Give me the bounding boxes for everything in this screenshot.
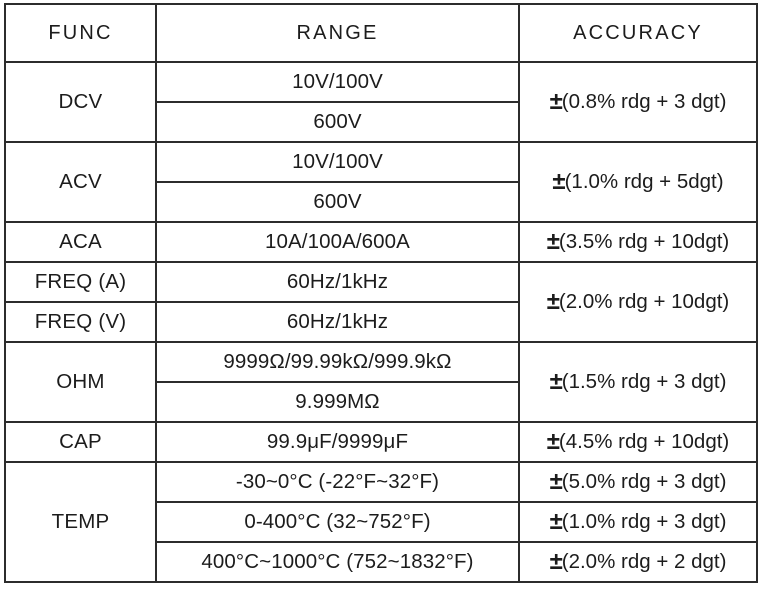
specification-table: FUNC RANGE ACCURACY DCV 10V/100V ±(0.8% … [4,3,758,583]
accuracy-cell: ±(3.5% rdg + 10dgt) [518,221,758,263]
table-row: ACV 10V/100V ±(1.0% rdg + 5dgt) [4,141,758,223]
plus-minus-icon: ± [546,228,560,255]
func-cell-cap: CAP [4,421,157,463]
table-row: ACA 10A/100A/600A ±(3.5% rdg + 10dgt) [4,221,758,263]
accuracy-value: (2.0% rdg + 10dgt) [558,290,730,313]
plus-minus-icon: ± [549,548,563,575]
plus-minus-icon: ± [549,368,563,395]
accuracy-value: (0.8% rdg + 3 dgt) [561,90,727,113]
accuracy-cell: ±(5.0% rdg + 3 dgt) [518,461,758,503]
accuracy-value: (4.5% rdg + 10dgt) [558,430,730,453]
table-row: CAP 99.9μF/9999μF ±(4.5% rdg + 10dgt) [4,421,758,463]
plus-minus-icon: ± [546,288,560,315]
table-row: 400°C~1000°C (752~1832°F) ±(2.0% rdg + 2… [5,541,758,583]
accuracy-cell: ±(1.5% rdg + 3 dgt) [518,341,758,423]
table-row: 600V [5,181,757,223]
accuracy-cell: ±(2.0% rdg + 10dgt) [518,261,758,343]
func-cell-acv: ACV [4,141,157,223]
range-cell: 9999Ω/99.99kΩ/999.9kΩ [155,341,520,383]
accuracy-value: (1.5% rdg + 3 dgt) [561,370,727,393]
range-cell: -30~0°C (-22°F~32°F) [155,461,520,503]
table-row: TEMP -30~0°C (-22°F~32°F) ±(5.0% rdg + 3… [4,461,758,583]
table-row: 0-400°C (32~752°F) ±(1.0% rdg + 3 dgt) [5,501,758,543]
accuracy-value: (1.0% rdg + 5dgt) [564,170,724,193]
header-row: FUNC RANGE ACCURACY [4,3,758,63]
table-row: DCV 10V/100V ±(0.8% rdg + 3 dgt) [4,61,758,143]
column-header-func: FUNC [4,3,157,63]
range-cell: 600V [155,101,520,143]
plus-minus-icon: ± [549,88,563,115]
accuracy-cell: ±(1.0% rdg + 3 dgt) [518,501,758,543]
table-row: 600V [5,101,757,143]
accuracy-value: (2.0% rdg + 2 dgt) [561,550,727,573]
table-header: FUNC RANGE ACCURACY [4,3,758,63]
accuracy-value: (3.5% rdg + 10dgt) [558,230,730,253]
range-cell: 10A/100A/600A [155,221,520,263]
accuracy-value: (5.0% rdg + 3 dgt) [561,470,727,493]
plus-minus-icon: ± [549,468,563,495]
range-cell: 60Hz/1kHz [155,261,520,303]
table-row: FREQ (A) 60Hz/1kHz ±(2.0% rdg + 10dgt) [4,261,758,343]
table-row: 9.999MΩ [5,381,757,423]
accuracy-cell: ±(2.0% rdg + 2 dgt) [518,541,758,583]
accuracy-cell: ±(4.5% rdg + 10dgt) [518,421,758,463]
range-cell: 400°C~1000°C (752~1832°F) [155,541,520,583]
accuracy-value: (1.0% rdg + 3 dgt) [561,510,727,533]
table-row: OHM 9999Ω/99.99kΩ/999.9kΩ ±(1.5% rdg + 3… [4,341,758,423]
range-cell: 600V [155,181,520,223]
range-cell: 10V/100V [155,141,520,183]
column-header-range: RANGE [155,3,520,63]
func-cell-dcv: DCV [4,61,157,143]
range-cell: 10V/100V [155,61,520,103]
func-cell-ohm: OHM [4,341,157,423]
range-cell: 0-400°C (32~752°F) [155,501,520,543]
table-body: DCV 10V/100V ±(0.8% rdg + 3 dgt) 600V AC… [4,61,758,583]
plus-minus-icon: ± [552,168,565,195]
func-cell-temp: TEMP [4,461,157,583]
func-cell-freq-v: FREQ (V) [4,301,157,343]
range-cell: 9.999MΩ [155,381,520,423]
func-cell-freq-a: FREQ (A) [4,261,157,303]
plus-minus-icon: ± [549,508,563,535]
range-cell: 99.9μF/9999μF [155,421,520,463]
range-cell: 60Hz/1kHz [155,301,520,343]
accuracy-cell: ±(1.0% rdg + 5dgt) [518,141,758,223]
func-cell-aca: ACA [4,221,157,263]
plus-minus-icon: ± [546,428,560,455]
column-header-accuracy: ACCURACY [518,3,758,63]
table-row: FREQ (V) 60Hz/1kHz [4,301,757,343]
accuracy-cell: ±(0.8% rdg + 3 dgt) [518,61,758,143]
